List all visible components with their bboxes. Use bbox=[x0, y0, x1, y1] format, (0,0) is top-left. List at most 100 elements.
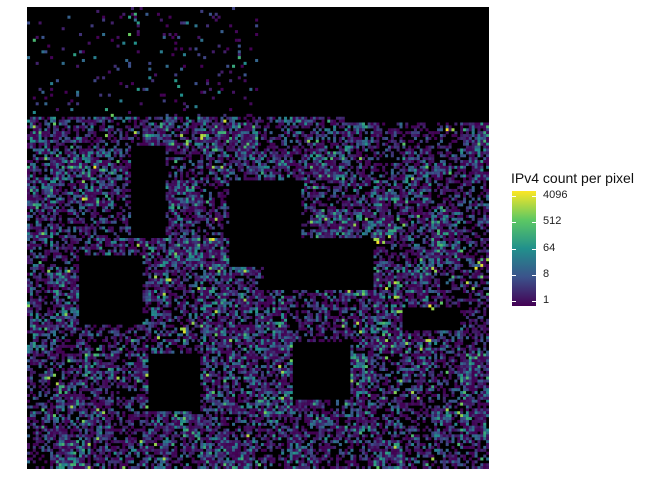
heatmap-cell bbox=[465, 148, 469, 152]
heatmap-cell bbox=[32, 183, 36, 187]
heatmap-cell bbox=[200, 64, 204, 68]
heatmap-cell bbox=[168, 157, 172, 161]
heatmap-cell bbox=[148, 134, 152, 138]
heatmap-cell bbox=[312, 148, 316, 152]
heatmap-cell bbox=[113, 252, 117, 256]
heatmap-cell bbox=[448, 214, 452, 218]
heatmap-cell bbox=[47, 272, 51, 276]
heatmap-cell bbox=[434, 168, 438, 172]
heatmap-cell bbox=[61, 122, 65, 126]
heatmap-cell bbox=[194, 125, 198, 129]
heatmap-cell bbox=[382, 220, 386, 224]
heatmap-cell bbox=[437, 122, 441, 126]
heatmap-cell bbox=[457, 180, 461, 184]
heatmap-cell bbox=[64, 90, 68, 94]
heatmap-cell bbox=[246, 269, 250, 273]
heatmap-cell bbox=[315, 171, 319, 175]
heatmap-cell bbox=[41, 139, 45, 143]
heatmap-cell bbox=[341, 142, 345, 146]
heatmap-cell bbox=[35, 157, 39, 161]
heatmap-cell bbox=[214, 177, 218, 181]
heatmap-cell bbox=[327, 209, 331, 213]
heatmap-cell bbox=[399, 162, 403, 166]
heatmap-cell bbox=[27, 142, 31, 146]
heatmap-cell bbox=[93, 197, 97, 201]
heatmap-cell bbox=[370, 136, 374, 140]
heatmap-cell bbox=[422, 168, 426, 172]
heatmap-cell bbox=[405, 209, 409, 213]
heatmap-cell bbox=[220, 235, 224, 239]
heatmap-cell bbox=[428, 223, 432, 227]
heatmap-cell bbox=[451, 180, 455, 184]
heatmap-cell bbox=[174, 151, 178, 155]
heatmap-cell bbox=[390, 214, 394, 218]
heatmap-cell bbox=[457, 212, 461, 216]
heatmap-cell bbox=[99, 160, 103, 164]
heatmap-cell bbox=[78, 220, 83, 224]
heatmap-cell bbox=[350, 203, 354, 207]
heatmap-cell bbox=[405, 197, 409, 201]
heatmap-cell bbox=[232, 122, 236, 126]
heatmap-cell bbox=[182, 238, 186, 242]
heatmap-cell bbox=[448, 157, 452, 161]
heatmap-cell bbox=[330, 235, 334, 239]
heatmap-cell bbox=[206, 142, 210, 146]
heatmap-cell bbox=[304, 139, 308, 143]
heatmap-cell bbox=[249, 145, 253, 149]
heatmap-cell bbox=[78, 174, 83, 178]
heatmap-cell bbox=[445, 154, 449, 158]
heatmap-cell bbox=[379, 246, 383, 250]
heatmap-cell bbox=[142, 134, 146, 138]
heatmap-cell bbox=[304, 157, 308, 161]
heatmap-cell bbox=[428, 209, 432, 213]
heatmap-cell bbox=[477, 258, 481, 262]
heatmap-cell bbox=[119, 226, 123, 230]
heatmap-cell bbox=[55, 157, 59, 161]
heatmap-cell bbox=[304, 197, 308, 201]
heatmap-cell bbox=[180, 220, 184, 224]
heatmap-cell bbox=[425, 180, 429, 184]
heatmap-cell bbox=[411, 252, 415, 256]
heatmap-cell bbox=[67, 194, 71, 198]
heatmap-cell bbox=[188, 263, 192, 268]
heatmap-cell bbox=[269, 136, 273, 140]
heatmap-cell bbox=[428, 263, 432, 268]
heatmap-cell bbox=[220, 165, 224, 169]
heatmap-cell bbox=[76, 240, 80, 244]
heatmap-cell bbox=[159, 243, 163, 247]
heatmap-cell bbox=[145, 136, 149, 140]
heatmap-cell bbox=[272, 151, 276, 155]
heatmap-cell bbox=[217, 168, 221, 172]
heatmap-cell bbox=[156, 131, 160, 135]
heatmap-cell bbox=[344, 128, 348, 132]
heatmap-cell bbox=[185, 128, 189, 132]
heatmap-cell bbox=[445, 220, 449, 224]
heatmap-cell bbox=[191, 223, 195, 227]
heatmap-cell bbox=[385, 171, 389, 175]
heatmap-cell bbox=[110, 162, 114, 166]
heatmap-cell bbox=[211, 240, 215, 244]
heatmap-cell bbox=[78, 32, 83, 37]
heatmap-cell bbox=[188, 186, 192, 190]
heatmap-cell bbox=[333, 214, 337, 218]
heatmap-cell bbox=[333, 154, 337, 158]
heatmap-cell bbox=[211, 139, 215, 143]
heatmap-cell bbox=[471, 160, 475, 164]
heatmap-cell bbox=[206, 119, 210, 123]
heatmap-cell bbox=[139, 122, 143, 126]
heatmap-cell bbox=[58, 217, 62, 221]
heatmap-cell bbox=[463, 160, 467, 164]
heatmap-cell bbox=[99, 226, 103, 230]
heatmap-cell bbox=[70, 240, 74, 244]
heatmap-cell bbox=[312, 194, 316, 198]
heatmap-cell bbox=[206, 232, 210, 236]
heatmap-cell bbox=[434, 258, 438, 262]
heatmap-cell bbox=[321, 162, 325, 166]
heatmap-cell bbox=[73, 139, 77, 143]
heatmap-cell bbox=[41, 235, 45, 239]
heatmap-cell bbox=[220, 171, 224, 175]
heatmap-cell bbox=[390, 223, 394, 227]
heatmap-cell bbox=[465, 206, 469, 210]
heatmap-cell bbox=[460, 255, 464, 259]
heatmap-cell bbox=[38, 136, 42, 140]
